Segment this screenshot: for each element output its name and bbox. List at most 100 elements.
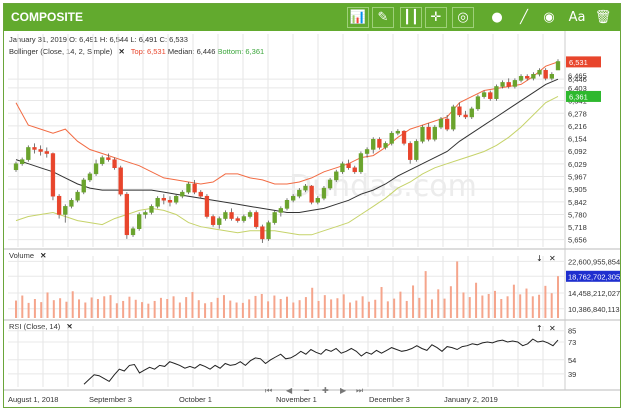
candle-body <box>19 159 25 164</box>
close-bollinger-icon[interactable]: ✕ <box>118 47 125 56</box>
volume-label: Volume <box>9 251 35 260</box>
candle-body <box>297 189 302 197</box>
volume-bar <box>65 301 68 318</box>
volume-bar <box>15 300 17 318</box>
dot-icon[interactable]: ● <box>491 10 503 25</box>
candle-body <box>432 126 437 140</box>
volume-bar <box>430 299 433 318</box>
bollinger-median-value: Median: 6,446 <box>167 47 216 56</box>
volume-panel-label: Volume ✕ <box>9 251 50 260</box>
volume-bar <box>393 298 396 318</box>
nav-first-icon[interactable]: ⏮ <box>265 386 272 395</box>
candle-body <box>358 153 364 173</box>
candle-body <box>494 86 499 99</box>
volume-bar <box>33 299 36 318</box>
candle-body <box>272 212 277 223</box>
bollinger-bottom-line <box>15 95 559 236</box>
volume-bar <box>367 301 370 318</box>
volume-bar <box>424 271 427 318</box>
bollinger-label: Bollinger (Close, 14, 2, Simple) <box>9 47 113 56</box>
rsi-tick-label: 54 <box>568 356 576 365</box>
candle-body <box>488 92 493 99</box>
volume-bar <box>260 293 263 318</box>
volume-bar <box>500 299 503 318</box>
price-tick-label: 6,092 <box>568 147 587 156</box>
pencil-icon[interactable]: ✎ <box>372 7 394 28</box>
volume-bar <box>525 288 528 318</box>
volume-bar <box>46 292 49 318</box>
candle-body <box>278 208 284 213</box>
watermark: Dundas.com <box>289 169 477 204</box>
volume-bar <box>412 285 415 318</box>
eye-hidden-icon[interactable]: ◎ <box>452 7 474 28</box>
volume-bar <box>330 299 333 318</box>
fibonacci-icon[interactable]: ◉ <box>543 10 555 25</box>
trash-icon[interactable]: 🗑 <box>594 10 612 25</box>
volume-bar <box>241 302 244 318</box>
candle-body <box>475 96 481 110</box>
volume-bar <box>96 299 99 318</box>
rsi-close-icon: ✕ <box>549 324 556 333</box>
volume-bar <box>222 295 225 318</box>
crosshair-icon[interactable]: ✛ <box>425 7 447 28</box>
volume-tick-label: 22,600,955,854 <box>568 257 620 266</box>
candle-body <box>124 193 130 236</box>
chart-canvas[interactable]: 6,4656,4466,4036,3416,2786,2166,1546,092… <box>4 4 621 408</box>
candle-body <box>352 167 357 173</box>
candle-body <box>309 185 314 203</box>
nav-prev-icon[interactable]: ◀ <box>286 386 293 395</box>
candle-body <box>371 139 376 150</box>
rsi-panel-label: RSI (Close, 14) ✕ <box>9 322 77 331</box>
line-draw-icon[interactable]: ╱ <box>520 10 528 25</box>
candle-body <box>204 195 210 217</box>
info-ohlc: O: 6,491 H: 6,544 L: 6,491 C: 6,533 <box>69 35 188 44</box>
price-tick-label: 6,216 <box>568 122 587 131</box>
volume-bar <box>336 298 339 318</box>
volume-bar <box>216 297 219 318</box>
candle-body <box>38 149 43 152</box>
volume-bar <box>191 292 194 318</box>
candle-body <box>420 126 425 142</box>
candle-body <box>537 69 542 75</box>
bollinger-legend: Bollinger (Close, 14, 2, Simple) ✕ Top: … <box>9 47 264 56</box>
candle-body <box>457 106 462 116</box>
candle-body <box>346 163 351 169</box>
x-tick-label: September 3 <box>89 395 132 404</box>
candle-body <box>241 216 247 221</box>
rsi-tick-label: 39 <box>568 370 576 379</box>
candle-body <box>383 143 388 148</box>
candle-body <box>229 212 234 219</box>
price-tick-label: 6,465 <box>568 71 587 80</box>
candle-body <box>518 76 524 81</box>
volume-bar <box>229 300 232 318</box>
ohlc-bars-icon[interactable]: ┃┃ <box>400 7 422 28</box>
volume-bar <box>21 295 24 318</box>
volume-down-icon: ↓ <box>536 254 543 263</box>
candle-body <box>198 191 203 197</box>
price-tick-label: 6,029 <box>568 160 587 169</box>
volume-bar <box>304 297 307 318</box>
candle-body <box>112 159 117 169</box>
volume-bar <box>235 302 238 318</box>
close-rsi-icon[interactable]: ✕ <box>66 322 73 331</box>
candle-body <box>389 132 394 144</box>
volume-bar <box>462 292 465 318</box>
bollinger-top-value: Top: 6,531 <box>130 47 166 56</box>
nav-last-icon[interactable]: ⏭ <box>356 386 363 395</box>
volume-bar <box>109 295 112 318</box>
volume-bar <box>493 290 496 318</box>
volume-bar <box>456 261 459 318</box>
price-tag-label: 6,361 <box>569 92 588 101</box>
candle-body <box>555 61 561 71</box>
close-volume-icon[interactable]: ✕ <box>40 251 47 260</box>
candle-body <box>186 183 191 193</box>
text-icon[interactable]: Aa <box>568 10 586 25</box>
candle-body <box>223 212 228 219</box>
candlestick-chart-icon[interactable]: 📊 <box>347 7 369 28</box>
volume-bar <box>361 296 364 318</box>
candle-body <box>426 126 431 140</box>
nav-next-icon[interactable]: ▶ <box>340 386 347 395</box>
volume-bar <box>115 303 118 318</box>
nav-zoom-out-icon[interactable]: ━ <box>303 386 309 395</box>
nav-zoom-in-icon[interactable]: ✚ <box>322 386 329 395</box>
